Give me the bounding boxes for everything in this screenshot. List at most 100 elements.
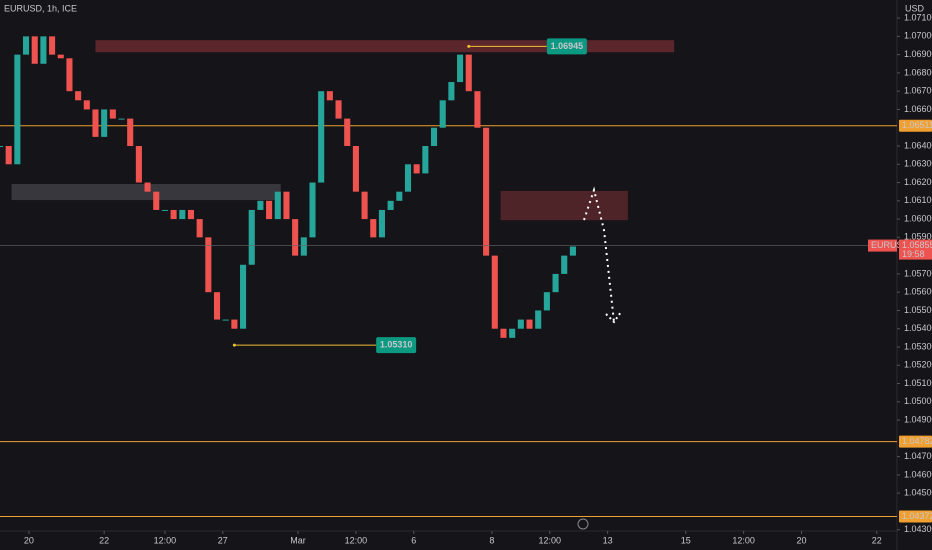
candle-body: [240, 264, 247, 329]
last-price-label: 1.05855: [902, 240, 932, 250]
y-tick-label: 1.05700: [904, 268, 932, 278]
y-tick-label: 1.06300: [904, 159, 932, 169]
x-tick-label: 22: [872, 535, 882, 545]
candle-body: [153, 191, 160, 210]
candle-body: [75, 91, 82, 101]
candle-body: [491, 255, 498, 329]
candle-body: [231, 319, 238, 329]
candle-body: [101, 109, 108, 137]
candle-body: [144, 182, 151, 192]
candle-body: [266, 200, 273, 220]
zone: [95, 40, 675, 53]
candle-body: [361, 191, 368, 220]
y-tick-label: 1.04900: [904, 414, 932, 424]
candle-body: [23, 36, 30, 55]
candle-body: [187, 209, 195, 220]
candle-body: [118, 118, 125, 120]
y-tick-label: 1.05600: [904, 287, 932, 297]
x-tick-label: 6: [411, 535, 416, 545]
y-tick-label: 1.07000: [904, 31, 932, 41]
candle-body: [448, 82, 455, 101]
candle-body: [413, 164, 420, 174]
candle-body: [5, 145, 12, 165]
candle-body: [569, 246, 576, 256]
symbol-label: EURUSD: [871, 240, 910, 250]
x-tick-label: 20: [24, 535, 34, 545]
candle-body: [500, 328, 507, 338]
candle-body: [326, 91, 333, 101]
candle-body: [66, 58, 73, 92]
callout-box: [376, 337, 417, 354]
candle-body: [248, 209, 255, 265]
candle-body: [465, 54, 472, 92]
callout-anchor: [232, 343, 236, 347]
x-tick-label: 12:00: [345, 535, 368, 545]
y-tick-label: 1.06100: [904, 195, 932, 205]
candle-body: [0, 145, 4, 147]
level-label: 1.04372: [902, 511, 932, 521]
level-tag: [899, 119, 932, 132]
candle-body: [439, 100, 446, 128]
candle-body: [196, 219, 203, 238]
candle-body: [430, 127, 438, 146]
replay-icon[interactable]: [577, 518, 589, 530]
candle-body: [474, 91, 481, 128]
y-tick-label: 1.04600: [904, 469, 932, 479]
y-tick-label: 1.04700: [904, 451, 932, 461]
price-tag: [899, 239, 932, 260]
candle-body: [109, 109, 116, 119]
candle-body: [213, 292, 221, 320]
candle-body: [318, 91, 325, 183]
symbol-tag: [868, 239, 897, 252]
x-tick-label: 22: [99, 535, 109, 545]
callout-anchor: [467, 44, 471, 48]
y-tick-label: 1.06600: [904, 104, 932, 114]
candle-body: [378, 209, 385, 238]
x-tick-label: Mar: [290, 535, 306, 545]
y-tick-label: 1.06700: [904, 86, 932, 96]
x-tick-label: 12:00: [732, 535, 755, 545]
y-tick-label: 1.05000: [904, 396, 932, 406]
x-tick-label: 12:00: [154, 535, 177, 545]
y-tick-label: 1.05900: [904, 232, 932, 242]
candle-body: [257, 200, 264, 210]
chart-title: EURUSD, 1h, ICE: [4, 3, 77, 13]
candle-body: [535, 310, 542, 329]
candle-body: [517, 319, 524, 329]
x-tick-label: 12:00: [539, 535, 562, 545]
level-label: 1.06511: [902, 120, 932, 130]
candle-body: [352, 145, 359, 192]
candle-body: [40, 36, 47, 64]
candle-body: [170, 209, 177, 220]
y-tick-label: 1.06000: [904, 213, 932, 223]
candle-body: [561, 255, 568, 274]
y-tick-label: 1.05200: [904, 360, 932, 370]
axis-unit: USD: [905, 3, 925, 13]
candle-body: [404, 164, 412, 192]
zone: [500, 190, 628, 221]
candle-body: [543, 292, 550, 311]
arrow-head: [605, 311, 622, 324]
candle-body: [387, 200, 394, 210]
candle-body: [205, 237, 212, 293]
candle-body: [344, 118, 351, 146]
candle-body: [135, 145, 142, 183]
level-label: 1.04782: [902, 436, 932, 446]
candle-body: [552, 273, 559, 293]
y-tick-label: 1.05100: [904, 378, 932, 388]
y-tick-label: 1.04300: [904, 524, 932, 534]
zone: [11, 184, 281, 201]
candle-body: [57, 54, 64, 59]
candle-body: [335, 100, 342, 119]
x-tick-label: 15: [681, 535, 691, 545]
callout-label: 1.05310: [380, 340, 413, 350]
plot: 1.07100 1.07000 1.06900 1.06800 1.06700 1.066…: [0, 12, 932, 545]
callout-label: 1.06945: [551, 41, 584, 51]
candle-body: [49, 36, 56, 55]
y-tick-label: 1.06200: [904, 177, 932, 187]
candle-body: [526, 319, 533, 329]
level-tag: [899, 435, 932, 448]
y-tick-label: 1.06800: [904, 67, 932, 77]
